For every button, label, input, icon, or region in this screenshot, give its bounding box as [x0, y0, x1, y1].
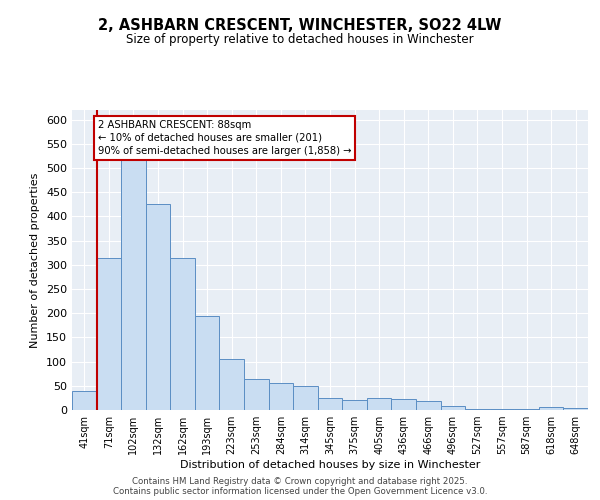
Bar [220, 359, 244, 410]
Text: Contains HM Land Registry data © Crown copyright and database right 2025.: Contains HM Land Registry data © Crown c… [132, 478, 468, 486]
Bar [391, 400, 416, 410]
Bar [465, 409, 490, 410]
Bar [490, 409, 514, 410]
Bar [514, 409, 539, 410]
Bar [72, 390, 97, 410]
Bar [121, 144, 146, 410]
Bar [342, 400, 367, 410]
Bar [440, 406, 465, 410]
Text: Contains public sector information licensed under the Open Government Licence v3: Contains public sector information licen… [113, 488, 487, 496]
Bar [170, 258, 195, 410]
X-axis label: Distribution of detached houses by size in Winchester: Distribution of detached houses by size … [180, 460, 480, 470]
Bar [416, 402, 440, 410]
Y-axis label: Number of detached properties: Number of detached properties [31, 172, 40, 348]
Bar [244, 378, 269, 410]
Bar [97, 258, 121, 410]
Text: Size of property relative to detached houses in Winchester: Size of property relative to detached ho… [126, 32, 474, 46]
Bar [269, 384, 293, 410]
Bar [318, 398, 342, 410]
Bar [367, 398, 391, 410]
Bar [563, 408, 588, 410]
Bar [195, 316, 220, 410]
Bar [146, 204, 170, 410]
Text: 2, ASHBARN CRESCENT, WINCHESTER, SO22 4LW: 2, ASHBARN CRESCENT, WINCHESTER, SO22 4L… [98, 18, 502, 32]
Text: 2 ASHBARN CRESCENT: 88sqm
← 10% of detached houses are smaller (201)
90% of semi: 2 ASHBARN CRESCENT: 88sqm ← 10% of detac… [98, 120, 352, 156]
Bar [293, 386, 318, 410]
Bar [539, 407, 563, 410]
